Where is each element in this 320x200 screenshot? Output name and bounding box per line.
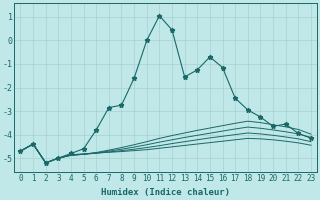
X-axis label: Humidex (Indice chaleur): Humidex (Indice chaleur): [101, 188, 230, 197]
